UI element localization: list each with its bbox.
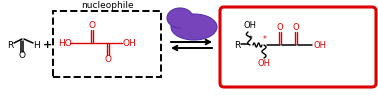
Text: O: O [19, 52, 25, 61]
Text: R: R [234, 41, 240, 49]
Text: R: R [7, 41, 13, 49]
Text: OH: OH [243, 22, 257, 30]
Text: *: * [249, 35, 253, 44]
Ellipse shape [171, 14, 217, 40]
Text: H: H [34, 41, 40, 49]
Ellipse shape [167, 8, 193, 28]
Text: HO: HO [58, 39, 72, 48]
Text: O: O [104, 55, 112, 65]
Text: aldolase: aldolase [181, 22, 209, 28]
Text: OH: OH [122, 39, 136, 48]
Text: OH: OH [257, 59, 271, 68]
Ellipse shape [178, 14, 198, 30]
Text: nucleophile: nucleophile [81, 1, 133, 10]
Text: +: + [42, 40, 52, 50]
Text: O: O [277, 23, 284, 32]
Text: O: O [293, 23, 299, 32]
Text: *: * [263, 35, 267, 44]
Text: OH: OH [313, 41, 327, 49]
Text: O: O [88, 20, 96, 29]
